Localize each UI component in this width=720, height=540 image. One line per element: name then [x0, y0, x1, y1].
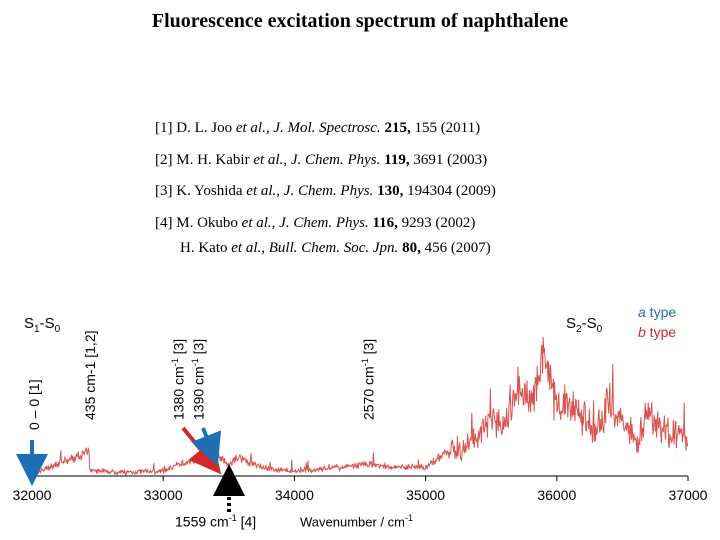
ref-authors: M. Okubo: [176, 215, 238, 231]
origin-label: 0 – 0 [1]: [26, 379, 42, 430]
ref-etal: et al.: [253, 152, 284, 168]
reference-4: [4] M. Okubo et al., J. Chem. Phys. 116,…: [155, 215, 476, 231]
reference-3: [3] K. Yoshida et al., J. Chem. Phys. 13…: [155, 183, 496, 199]
s1-s0-label: S1-S0: [24, 315, 61, 335]
ref-etal: et al.: [235, 120, 266, 136]
ref-volume: 215,: [384, 120, 411, 136]
band-2570-label: 2570 cm-1 [3]: [360, 338, 377, 420]
ref-rest: 194304 (2009): [407, 183, 496, 199]
reference-2: [2] M. H. Kabir et al., J. Chem. Phys. 1…: [155, 152, 488, 168]
ref-volume: 116,: [372, 215, 398, 231]
ref-journal: J. Mol. Spectrosc.: [273, 120, 381, 136]
legend-b-italic: b: [638, 324, 646, 340]
x-tick-label-35000: 35000: [406, 487, 445, 503]
legend-a-type: a type: [638, 304, 677, 320]
x-tick-label-37000: 37000: [669, 487, 708, 503]
ref-authors: K. Yoshida: [176, 183, 243, 199]
legend-a-italic: a: [638, 304, 646, 320]
s2-s0-label: S2-S0: [566, 315, 603, 335]
band-1559-label: 1559 cm-1 [4]: [175, 513, 257, 530]
x-axis-label-text: Wavenumber / cm: [300, 514, 405, 530]
x-tick-label-36000: 36000: [537, 487, 576, 503]
x-axis-label: Wavenumber / cm-1: [300, 513, 414, 530]
x-tick-label-32000: 32000: [13, 487, 52, 503]
ref-authors: D. L. Joo: [176, 120, 233, 136]
ref-volume: 119,: [384, 152, 410, 168]
x-tick-label-33000: 33000: [144, 487, 183, 503]
band-1390-label: 1390 cm-1 [3]: [190, 338, 207, 420]
ref-etal: et al.: [241, 215, 272, 231]
reference-1: [1] D. L. Joo et al., J. Mol. Spectrosc.…: [155, 120, 481, 136]
band-1390-arrow: [191, 427, 222, 466]
spectrum-line: [31, 336, 689, 477]
ref-journal: J. Chem. Phys.: [290, 152, 381, 168]
ref-rest: 155 (2011): [414, 120, 481, 136]
ref-num: [4]: [155, 215, 173, 231]
ref-etal: et al.: [246, 183, 277, 199]
chart-title: Fluorescence excitation spectrum of naph…: [151, 10, 569, 32]
ref-num: [3]: [155, 183, 173, 199]
ref-journal: J. Chem. Phys.: [279, 215, 369, 231]
ref-num: [2]: [155, 152, 173, 168]
band-435-label: 435 cm-1 [1,2]: [82, 330, 98, 421]
ref-journal: J. Chem. Phys.: [283, 183, 374, 199]
ref-volume: 130,: [377, 183, 404, 199]
x-tick-label-34000: 34000: [275, 487, 314, 503]
ref-etal: et al.: [231, 240, 262, 256]
ref-rest: 9293 (2002): [401, 215, 476, 231]
ref-rest: 3691 (2003): [413, 152, 488, 168]
ref-authors: H. Kato: [180, 240, 228, 256]
ref-rest: 456 (2007): [424, 240, 491, 256]
ref-journal: Bull. Chem. Soc. Jpn.: [268, 240, 399, 256]
ref-num: [1]: [155, 120, 173, 136]
ref-volume: 80,: [402, 240, 421, 256]
reference-4b: H. Kato et al., Bull. Chem. Soc. Jpn. 80…: [180, 240, 491, 256]
ref-authors: M. H. Kabir: [176, 152, 250, 168]
legend-b-type: b type: [638, 324, 677, 340]
band-1380-label: 1380 cm-1 [3]: [170, 338, 187, 420]
